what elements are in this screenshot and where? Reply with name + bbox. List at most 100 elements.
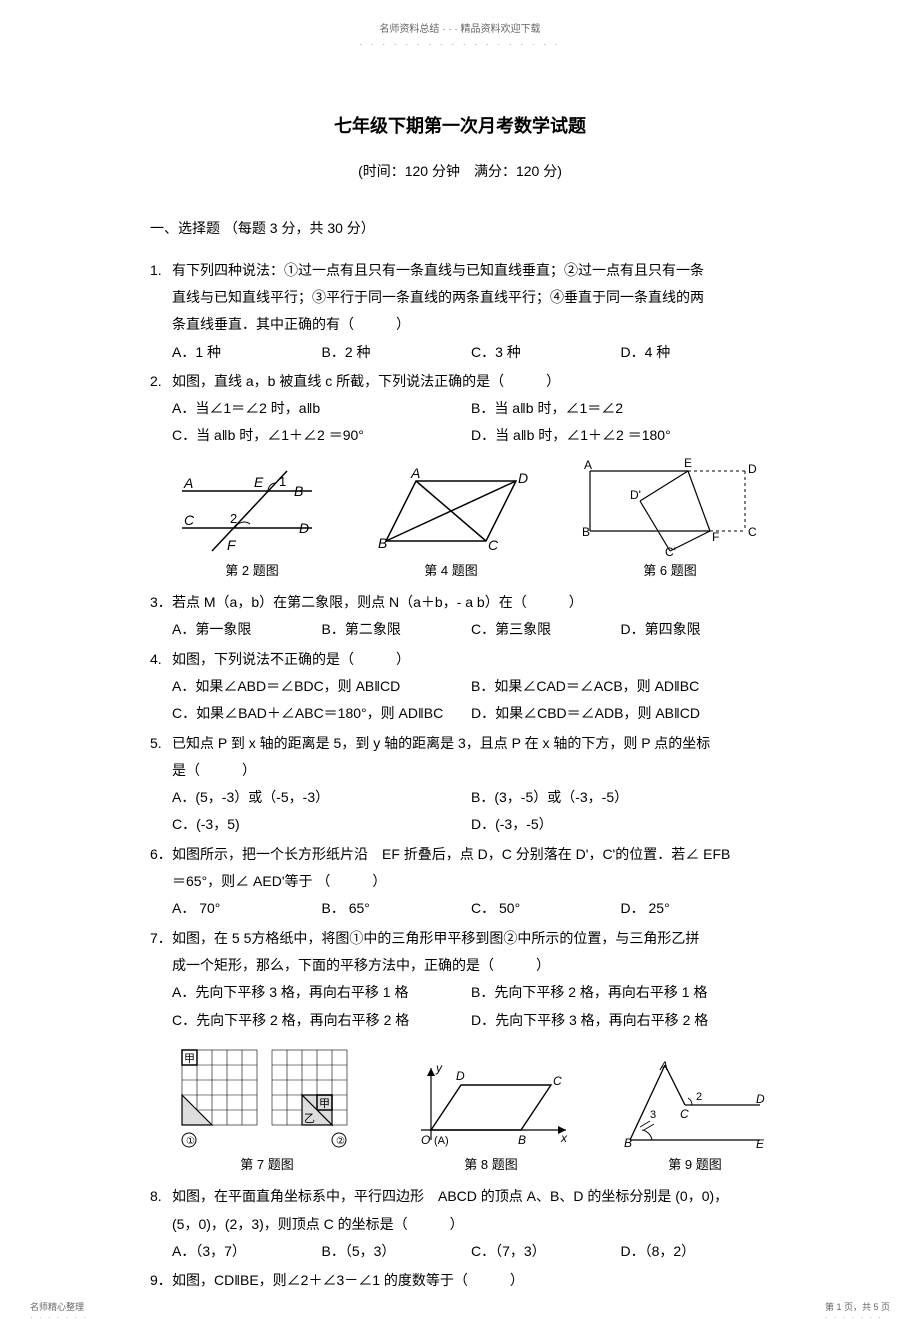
q3-optC: C．第三象限: [471, 616, 621, 643]
q1-optB: B．2 种: [322, 339, 472, 366]
svg-text:1: 1: [279, 474, 286, 489]
question-8: 8. 如图，在平面直角坐标系中，平行四边形 ABCD 的顶点 A、B、D 的坐标…: [150, 1183, 770, 1265]
svg-text:C': C': [665, 545, 676, 556]
exam-subtitle: (时间：120 分钟 满分：120 分): [150, 158, 770, 185]
figure-q6-caption: 第 6 题图: [570, 558, 770, 583]
q2-num: 2.: [150, 368, 172, 395]
svg-text:C: C: [553, 1074, 562, 1088]
q7-optC: C．先向下平移 2 格，再向右平移 2 格: [172, 1007, 471, 1034]
q7-optB: B．先向下平移 2 格，再向右平移 1 格: [471, 979, 770, 1006]
svg-text:D: D: [456, 1069, 465, 1083]
svg-text:D: D: [299, 520, 309, 536]
question-5: 5. 已知点 P 到 x 轴的距离是 5，到 y 轴的距离是 3，且点 P 在 …: [150, 730, 770, 839]
svg-text:E: E: [684, 456, 692, 470]
section-head: 一、选择题 （每题 3 分，共 30 分）: [150, 215, 770, 242]
top-header: 名师资料总结 · · · 精品资料欢迎下载: [0, 20, 920, 35]
q3-optB: B．第二象限: [322, 616, 472, 643]
q2-line1: 如图，直线 a，b 被直线 c 所截，下列说法正确的是（ ）: [172, 368, 560, 395]
figure-q8-caption: 第 8 题图: [406, 1152, 576, 1177]
question-3: 3． 若点 M（a，b）在第二象限，则点 N（a＋b，- a b）在（ ） A．…: [150, 589, 770, 644]
svg-text:A: A: [584, 458, 592, 472]
q1-num: 1.: [150, 257, 172, 284]
figure-q6: A E D C F B D' C' 第 6 题图: [570, 456, 770, 583]
q4-optC: C．如果∠BAD＋∠ABC＝180°，则 AD‖BC: [172, 700, 471, 727]
q6-optC: C． 50°: [471, 895, 621, 922]
figure-q2: A B C D E F 1 2 第 2 题图: [172, 466, 332, 583]
svg-text:D: D: [748, 462, 757, 476]
svg-text:D': D': [630, 488, 641, 502]
footer-left-text: 名师精心整理: [30, 1300, 88, 1313]
content: 七年级下期第一次月考数学试题 (时间：120 分钟 满分：120 分) 一、选择…: [150, 109, 770, 1294]
q8-optB: B．（5，3）: [322, 1238, 472, 1265]
q8-optA: A．（3，7）: [172, 1238, 322, 1265]
figure-q4: A D B C 第 4 题图: [371, 466, 531, 583]
q8-num: 8.: [150, 1183, 172, 1210]
svg-text:C: C: [488, 537, 499, 553]
q4-num: 4.: [150, 646, 172, 673]
q9-line1: 如图，CD‖BE，则∠2＋∠3－∠1 的度数等于（ ）: [172, 1267, 524, 1294]
q1-optD: D．4 种: [621, 339, 771, 366]
svg-text:乙: 乙: [304, 1112, 315, 1125]
figure-row-1: A B C D E F 1 2 第 2 题图 A: [150, 456, 770, 583]
q6-line2: ＝65°，则∠ AED'等于 （ ）: [150, 868, 770, 895]
svg-text:C: C: [680, 1107, 689, 1121]
footer-right-text: 第 1 页，共 5 页: [825, 1300, 890, 1313]
svg-text:E: E: [756, 1137, 765, 1150]
q4-optB: B．如果∠CAD＝∠ACB，则 AD‖BC: [471, 673, 770, 700]
figure-q4-caption: 第 4 题图: [371, 558, 531, 583]
svg-text:甲: 甲: [184, 1053, 195, 1065]
q1-optC: C．3 种: [471, 339, 621, 366]
q7-num: 7．: [150, 925, 172, 952]
svg-text:甲: 甲: [319, 1098, 330, 1110]
svg-text:D: D: [756, 1092, 765, 1106]
svg-text:C: C: [748, 525, 757, 539]
q5-optD: D．(-3，-5）: [471, 811, 770, 838]
q2-optC: C．当 a‖b 时，∠1＋∠2 ＝90°: [172, 422, 471, 449]
figure-q9: A B E C D 2 3 第 9 题图: [620, 1060, 770, 1177]
figure-q9-caption: 第 9 题图: [620, 1152, 770, 1177]
page: 名师资料总结 · · · 精品资料欢迎下载 · · · · · · · · · …: [0, 0, 920, 1336]
q1-optA: A．1 种: [172, 339, 322, 366]
q8-line2: (5，0)，(2，3)，则顶点 C 的坐标是（ ）: [150, 1211, 770, 1238]
q4-optA: A．如果∠ABD＝∠BDC，则 AB‖CD: [172, 673, 471, 700]
question-9: 9． 如图，CD‖BE，则∠2＋∠3－∠1 的度数等于（ ）: [150, 1267, 770, 1294]
svg-text:B: B: [624, 1136, 632, 1150]
question-1: 1. 有下列四种说法：①过一点有且只有一条直线与已知直线垂直；②过一点有且只有一…: [150, 257, 770, 366]
svg-text:O: O: [421, 1133, 430, 1147]
q8-optC: C．（7，3）: [471, 1238, 621, 1265]
svg-text:C: C: [184, 512, 195, 528]
q5-optC: C．(-3，5): [172, 811, 471, 838]
q6-optD: D． 25°: [621, 895, 771, 922]
figure-q7-caption: 第 7 题图: [172, 1152, 362, 1177]
q8-optD: D．（8，2）: [621, 1238, 771, 1265]
question-7: 7． 如图，在 5 5方格纸中，将图①中的三角形甲平移到图②中所示的位置，与三角…: [150, 925, 770, 1034]
svg-text:y: y: [435, 1061, 443, 1075]
top-dots: · · · · · · · · · · · · · · · · · ·: [0, 39, 920, 49]
figure-row-2: 甲 ① 甲 乙 ② 第 7 题图: [150, 1040, 770, 1177]
q5-line1: 已知点 P 到 x 轴的距离是 5，到 y 轴的距离是 3，且点 P 在 x 轴…: [172, 730, 710, 757]
svg-text:②: ②: [336, 1136, 345, 1147]
svg-text:A: A: [410, 466, 420, 481]
question-2: 2. 如图，直线 a，b 被直线 c 所截，下列说法正确的是（ ） A．当∠1＝…: [150, 368, 770, 450]
svg-text:D: D: [518, 470, 528, 486]
svg-text:A: A: [659, 1060, 668, 1073]
q5-line2: 是（ ）: [150, 757, 770, 784]
q7-line2: 成一个矩形，那么，下面的平移方法中，正确的是（ ）: [150, 952, 770, 979]
svg-text:B: B: [518, 1133, 526, 1147]
svg-text:A: A: [183, 475, 193, 491]
svg-text:B: B: [294, 483, 303, 499]
svg-text:2: 2: [696, 1091, 702, 1103]
figure-q8: O (A) B x y D C 第 8 题图: [406, 1060, 576, 1177]
q7-optD: D．先向下平移 3 格，再向右平移 2 格: [471, 1007, 770, 1034]
figure-q7: 甲 ① 甲 乙 ② 第 7 题图: [172, 1040, 362, 1177]
svg-text:3: 3: [650, 1109, 656, 1121]
svg-text:B: B: [378, 535, 387, 551]
q4-line1: 如图，下列说法不正确的是（ ）: [172, 646, 410, 673]
svg-text:F: F: [712, 530, 719, 544]
q6-optB: B． 65°: [322, 895, 472, 922]
figure-q2-caption: 第 2 题图: [172, 558, 332, 583]
q2-optB: B．当 a‖b 时，∠1＝∠2: [471, 395, 770, 422]
q3-optD: D．第四象限: [621, 616, 771, 643]
q3-line1: 若点 M（a，b）在第二象限，则点 N（a＋b，- a b）在（ ）: [172, 589, 583, 616]
q3-optA: A．第一象限: [172, 616, 322, 643]
